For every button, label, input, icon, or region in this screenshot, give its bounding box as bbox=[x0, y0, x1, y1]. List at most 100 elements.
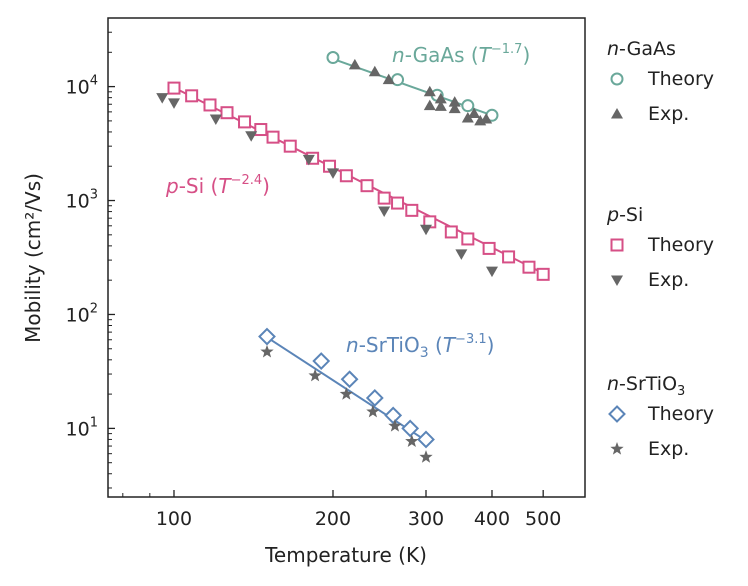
legend-title-name: -Si bbox=[619, 204, 643, 226]
psi-legend-theory-label: Theory bbox=[647, 234, 714, 256]
gaas-legend-exp-label: Exp. bbox=[648, 103, 689, 125]
psi-theory-point bbox=[377, 191, 391, 205]
psi-theory-point bbox=[167, 81, 181, 95]
srtio3-exp-point bbox=[260, 344, 274, 358]
legend-title-prefix: n bbox=[607, 38, 619, 60]
gaas-exp-point bbox=[448, 96, 461, 107]
psi-legend-exp-marker bbox=[611, 275, 623, 286]
srtio3-exp-point bbox=[405, 434, 419, 447]
gaas-annotation: n-GaAs (T−1.7) bbox=[392, 42, 530, 67]
srtio3-legend-theory-marker bbox=[608, 405, 626, 423]
psi-theory-point bbox=[238, 115, 252, 129]
srtio3-legend-exp-marker bbox=[610, 442, 624, 455]
psi-theory-point bbox=[391, 196, 405, 210]
srtio3-exp-point bbox=[388, 418, 402, 432]
gaas-exp-point bbox=[348, 58, 361, 70]
y-tick-base: 10 bbox=[66, 77, 90, 99]
annotation-prefix: p bbox=[165, 174, 179, 198]
psi-theory-point bbox=[254, 123, 268, 137]
srtio3-theory-point bbox=[312, 352, 331, 370]
y-tick-exponent: 1 bbox=[90, 415, 98, 430]
psi-theory-point bbox=[461, 232, 475, 246]
psi-exp-point bbox=[455, 249, 468, 260]
psi-exp-point bbox=[156, 93, 169, 104]
annotation-T: T bbox=[218, 174, 232, 198]
srtio3-exp-point bbox=[419, 450, 433, 463]
psi-theory-point bbox=[220, 106, 234, 120]
psi-exp-point bbox=[326, 168, 339, 179]
annotation-name: -Si ( bbox=[179, 174, 219, 198]
x-tick-label: 100 bbox=[156, 508, 192, 530]
psi-theory-point bbox=[283, 139, 297, 153]
y-tick-exponent: 4 bbox=[90, 74, 98, 89]
psi-legend-title: p-Si bbox=[606, 204, 643, 226]
psi-exp-point bbox=[485, 266, 498, 278]
annotation-exponent: −1.7 bbox=[491, 42, 523, 57]
annotation-exponent: −3.1 bbox=[455, 332, 487, 347]
plot-layer: n-GaAs (T−1.7)p-Si (T−2.4)n-SrTiO3 (T−3.… bbox=[156, 42, 550, 463]
y-tick-label: 104 bbox=[66, 74, 98, 99]
psi-theory-point bbox=[203, 98, 217, 112]
srtio3-theory-point bbox=[417, 430, 435, 449]
gaas-exp-point bbox=[434, 92, 447, 104]
gaas-exp-point bbox=[434, 100, 447, 111]
annotation-close: ) bbox=[262, 174, 270, 198]
gaas-exp-point bbox=[368, 65, 381, 77]
annotation-exponent: −2.4 bbox=[231, 173, 263, 188]
srtio3-exp-point bbox=[339, 387, 354, 400]
legend: n-GaAsTheoryExp.p-SiTheoryExp.n-SrTiO3Th… bbox=[606, 38, 714, 460]
annotation-T: T bbox=[479, 43, 493, 67]
annotation-close: ) bbox=[487, 333, 495, 357]
gaas-legend-title: n-GaAs bbox=[607, 38, 676, 60]
legend-title-name: -SrTiO bbox=[619, 373, 677, 395]
annotation-subscript: 3 bbox=[420, 345, 429, 361]
y-tick-label: 103 bbox=[66, 188, 98, 213]
annotation-T: T bbox=[443, 333, 457, 357]
psi-theory-point bbox=[522, 260, 536, 274]
gaas-exp-point bbox=[461, 112, 474, 123]
x-tick-label: 200 bbox=[315, 508, 351, 530]
psi-legend-exp-label: Exp. bbox=[648, 269, 689, 291]
y-tick-label: 102 bbox=[66, 301, 98, 326]
srtio3-theory-point bbox=[401, 419, 420, 438]
psi-theory-point bbox=[266, 130, 280, 144]
gaas-legend-exp-marker bbox=[611, 108, 623, 119]
plot-frame bbox=[107, 17, 586, 498]
psi-theory-point bbox=[360, 179, 374, 193]
srtio3-annotation: n-SrTiO3 (T−3.1) bbox=[346, 332, 494, 361]
psi-theory-point bbox=[185, 89, 199, 103]
gaas-exp-point bbox=[448, 102, 461, 114]
psi-exp-point bbox=[302, 154, 315, 166]
psi-theory-point bbox=[405, 203, 419, 217]
psi-fit-line bbox=[173, 86, 544, 275]
psi-annotation: p-Si (T−2.4) bbox=[165, 173, 270, 198]
srtio3-exp-point bbox=[308, 368, 322, 382]
x-tick-label: 400 bbox=[474, 508, 510, 530]
srtio3-legend-exp-label: Exp. bbox=[648, 438, 689, 460]
y-tick-exponent: 2 bbox=[90, 301, 98, 316]
srtio3-theory-point bbox=[258, 327, 276, 346]
y-axis-label: Mobility (cm²/Vs) bbox=[21, 173, 45, 343]
gaas-legend-theory-marker bbox=[610, 72, 624, 86]
srtio3-theory-point bbox=[365, 389, 384, 407]
legend-title-prefix: n bbox=[607, 373, 619, 395]
x-axis-label: Temperature (K) bbox=[264, 543, 427, 567]
srtio3-legend-theory-label: Theory bbox=[647, 403, 714, 425]
x-tick-label: 500 bbox=[525, 508, 561, 530]
psi-legend-theory-marker bbox=[610, 238, 624, 252]
gaas-theory-point bbox=[326, 51, 340, 65]
annotation-close: ) bbox=[522, 43, 530, 67]
gaas-exp-point bbox=[423, 99, 436, 111]
srtio3-theory-point bbox=[384, 406, 403, 425]
annotation-name: -SrTiO bbox=[359, 333, 420, 357]
psi-theory-point bbox=[536, 267, 550, 281]
gaas-exp-point bbox=[468, 107, 481, 119]
srtio3-legend-title: n-SrTiO3 bbox=[607, 373, 685, 399]
y-tick-label: 101 bbox=[66, 415, 98, 440]
annotation-paren: ( bbox=[429, 333, 443, 357]
psi-exp-point bbox=[245, 131, 258, 142]
psi-theory-point bbox=[502, 250, 516, 264]
y-tick-base: 10 bbox=[66, 418, 90, 440]
